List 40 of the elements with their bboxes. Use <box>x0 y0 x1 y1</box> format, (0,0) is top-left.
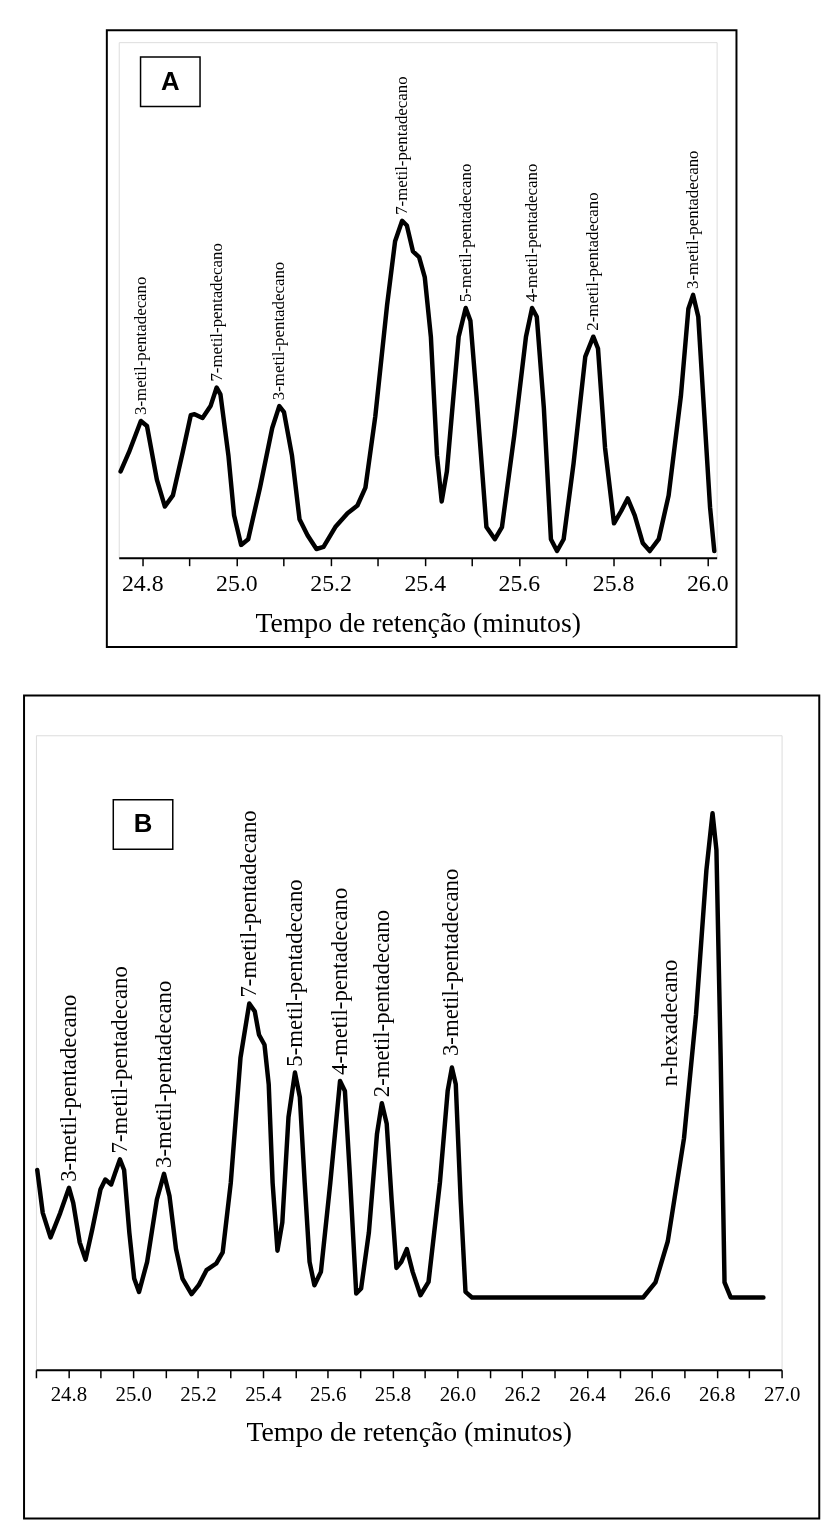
x-tick-label: 24.8 <box>121 569 164 596</box>
x-tick-label: 25.0 <box>216 569 258 596</box>
x-tick-label: 25.2 <box>310 569 352 596</box>
annotation: n-hexadecano <box>657 959 683 1087</box>
x-tick-label: 26.0 <box>686 569 729 596</box>
annotation: 3-metil-pentadecano <box>130 276 150 415</box>
annotation: 4-metil-pentadecano <box>522 163 542 303</box>
annotation: 2-metil-pentadecano <box>583 192 603 331</box>
x-tick-label: 25.2 <box>180 1382 217 1407</box>
x-tick-label: 25.0 <box>115 1382 152 1407</box>
x-tick-label: 26.2 <box>504 1382 541 1407</box>
x-tick-label: 24.8 <box>50 1382 88 1407</box>
x-tick-label: 25.8 <box>374 1382 412 1407</box>
x-tick-label: 26.6 <box>634 1382 671 1407</box>
annotation: 3-metil-pentadecano <box>55 994 81 1182</box>
annotation: 3-metil-pentadecano <box>437 868 463 1057</box>
x-tick-label: 25.6 <box>498 569 541 596</box>
x-tick-label: 27.0 <box>763 1382 801 1407</box>
x-tick-label: 26.4 <box>569 1382 607 1407</box>
annotation: 5-metil-pentadecano <box>281 879 307 1067</box>
x-tick-label: 25.8 <box>592 569 635 596</box>
annotation: 7-metil-pentadecano <box>106 966 132 1154</box>
annotation: 7-metil-pentadecano <box>206 243 226 382</box>
annotation: 3-metil-pentadecano <box>269 261 289 401</box>
annotation: 7-metil-pentadecano <box>392 76 412 215</box>
x-tick-label: 26.8 <box>699 1382 736 1407</box>
annotation: 2-metil-pentadecano <box>368 909 394 1098</box>
annotation: 4-metil-pentadecano <box>326 887 352 1075</box>
x-tick-label: 25.6 <box>310 1382 347 1407</box>
annotation: 5-metil-pentadecano <box>455 163 475 303</box>
text: A <box>160 66 180 95</box>
x-tick-label: 26.0 <box>439 1382 477 1407</box>
annotation: 7-metil-pentadecano <box>236 810 262 998</box>
annotation: B <box>133 809 153 838</box>
annotation: 3-metil-pentadecano <box>150 980 176 1168</box>
annotation: 3-metil-pentadecano <box>683 150 703 289</box>
x-axis-title: Tempo de retenção (minutos) <box>246 1415 573 1447</box>
x-tick-label: 25.4 <box>404 569 447 596</box>
x-tick-label: 25.4 <box>245 1382 283 1407</box>
x-axis-title: Tempo de retenção (minutos) <box>255 606 581 638</box>
